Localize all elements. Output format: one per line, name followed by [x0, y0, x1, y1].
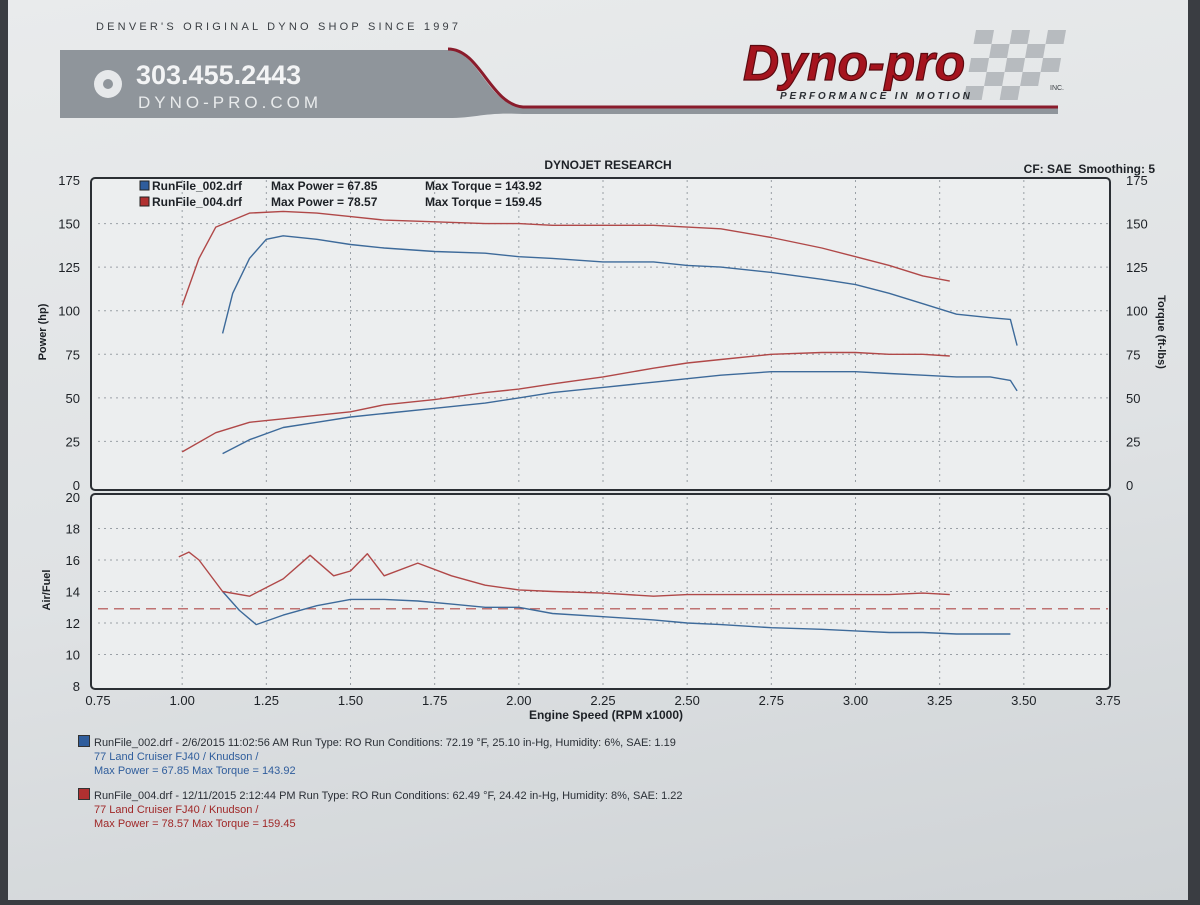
air-fuel-tick-label: 10 [66, 648, 80, 663]
run-detail-1: RunFile_002.drf - 2/6/2015 11:02:56 AM R… [78, 735, 978, 778]
logo-subtitle: PERFORMANCE IN MOTION [780, 91, 973, 102]
header-phone: 303.455.2443 [136, 60, 301, 90]
header-tagline: DENVER'S ORIGINAL DYNO SHOP SINCE 1997 [96, 21, 461, 33]
rpm-tick-label: 2.75 [759, 693, 784, 708]
header-banner [60, 50, 1058, 118]
power-tick-label: 100 [58, 304, 80, 319]
rpm-axis-label: Engine Speed (RPM x1000) [529, 708, 683, 722]
dyno-sheet: DENVER'S ORIGINAL DYNO SHOP SINCE 1997 3… [8, 0, 1188, 900]
run-detail-1-swatch [78, 735, 90, 747]
rpm-tick-label: 1.75 [422, 693, 447, 708]
legend-torque-run2: Max Torque = 159.45 [425, 195, 542, 209]
air-fuel-series [178, 551, 1011, 635]
run-detail-1-conditions: RunFile_002.drf - 2/6/2015 11:02:56 AM R… [94, 737, 676, 749]
run-detail-2-vehicle: 77 Land Cruiser FJ40 / Knudson / [94, 804, 259, 816]
torque-tick-label: 25 [1126, 434, 1140, 449]
logo-text: Dyno-pro [743, 35, 965, 91]
rpm-tick-label: 2.50 [675, 693, 700, 708]
torque-tick-label: 125 [1126, 260, 1148, 275]
torque-tick-label: 100 [1126, 304, 1148, 319]
torque-tick-label: 175 [1126, 173, 1148, 188]
legend-file-run2: RunFile_004.drf [152, 195, 243, 209]
air-fuel-tick-label: 8 [73, 679, 80, 694]
checkered-flag-icon [963, 30, 1066, 100]
chart-title: DYNOJET RESEARCH [544, 158, 671, 172]
torque-curve-runfile_002-drf [221, 235, 1018, 346]
run-detail-1-header: RunFile_002.drf - 2/6/2015 11:02:56 AM R… [78, 735, 978, 750]
rpm-tick-label: 0.75 [85, 693, 110, 708]
power-tick-label: 25 [66, 434, 80, 449]
power-tick-label: 50 [66, 391, 80, 406]
bottom-grid [98, 497, 1108, 686]
dyno-chart-svg: DENVER'S ORIGINAL DYNO SHOP SINCE 1997 3… [37, 21, 1167, 722]
legend-power-run1: Max Power = 67.85 [271, 179, 378, 193]
air-fuel-curve-runfile_004-drf [178, 551, 950, 597]
run-detail-2-max: Max Power = 78.57 Max Torque = 159.45 [94, 818, 296, 830]
air-fuel-axis-ticks: 8 10 12 14 16 18 20 [66, 490, 80, 694]
power-axis-label: Power (hp) [37, 303, 49, 360]
power-tick-label: 175 [58, 173, 80, 188]
power-tick-label: 75 [66, 347, 80, 362]
legend-torque-run1: Max Torque = 143.92 [425, 179, 542, 193]
rpm-tick-label: 3.75 [1095, 693, 1120, 708]
run-detail-2-conditions: RunFile_004.drf - 12/11/2015 2:12:44 PM … [94, 790, 683, 802]
run-detail-2: RunFile_004.drf - 12/11/2015 2:12:44 PM … [78, 788, 978, 831]
legend-swatch-run2 [139, 196, 150, 207]
torque-curve-runfile_004-drf [181, 210, 950, 306]
power-tick-label: 0 [73, 478, 80, 493]
air-fuel-tick-label: 14 [66, 585, 80, 600]
run-detail-1-vehicle: 77 Land Cruiser FJ40 / Knudson / [94, 751, 259, 763]
gear-icon-center [103, 79, 113, 89]
legend-power-run2: Max Power = 78.57 [271, 195, 378, 209]
legend: RunFile_002.drf Max Power = 67.85 Max To… [139, 179, 542, 209]
torque-tick-label: 75 [1126, 347, 1140, 362]
air-fuel-tick-label: 18 [66, 522, 80, 537]
rpm-tick-label: 3.00 [843, 693, 868, 708]
power-axis-ticks: 0 25 50 75 100 125 150 175 [58, 173, 80, 493]
rpm-tick-label: 3.50 [1011, 693, 1036, 708]
torque-tick-label: 50 [1126, 391, 1140, 406]
rpm-tick-label: 2.00 [506, 693, 531, 708]
power-torque-series [181, 210, 1018, 455]
legend-swatch-run1 [139, 180, 150, 191]
torque-axis-ticks: 0 25 50 75 100 125 150 175 [1126, 173, 1148, 493]
run-detail-2-header: RunFile_004.drf - 12/11/2015 2:12:44 PM … [78, 788, 978, 803]
torque-axis-label: Torque (ft-lbs) [1155, 295, 1167, 369]
top-grid [98, 180, 1108, 485]
header-banner-accent [447, 47, 1058, 109]
torque-tick-label: 150 [1126, 217, 1148, 232]
rpm-tick-label: 2.25 [590, 693, 615, 708]
rpm-tick-label: 1.00 [170, 693, 195, 708]
rpm-tick-label: 3.25 [927, 693, 952, 708]
chart-info: CF: SAE Smoothing: 5 [1024, 162, 1156, 176]
logo-suffix: INC. [1050, 85, 1064, 92]
air-fuel-tick-label: 20 [66, 490, 80, 505]
rpm-axis-ticks: 0.75 1.00 1.25 1.50 1.75 2.00 2.25 2.50 2.75 3.00… [85, 693, 1120, 708]
legend-file-run1: RunFile_002.drf [152, 179, 243, 193]
air-fuel-tick-label: 16 [66, 553, 80, 568]
air-fuel-plot-frame [90, 493, 1111, 690]
run-detail-1-max: Max Power = 67.85 Max Torque = 143.92 [94, 765, 296, 777]
air-fuel-tick-label: 12 [66, 616, 80, 631]
run-detail-2-swatch [78, 788, 90, 800]
power-tick-label: 125 [58, 260, 80, 275]
power-curve-runfile_002-drf [222, 371, 1018, 455]
header-website: DYNO-PRO.COM [138, 93, 322, 112]
air-fuel-curve-runfile_002-drf [222, 591, 1011, 635]
run-details: RunFile_002.drf - 2/6/2015 11:02:56 AM R… [78, 735, 978, 841]
air-fuel-axis-label: Air/Fuel [41, 570, 53, 611]
power-curve-runfile_004-drf [181, 351, 950, 453]
torque-tick-label: 0 [1126, 478, 1133, 493]
rpm-tick-label: 1.25 [254, 693, 279, 708]
power-tick-label: 150 [58, 217, 80, 232]
rpm-tick-label: 1.50 [338, 693, 363, 708]
